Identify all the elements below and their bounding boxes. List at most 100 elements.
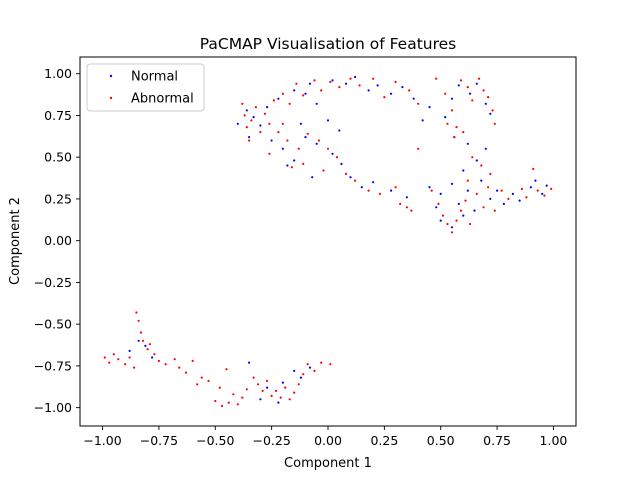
- data-point-normal: [466, 142, 469, 145]
- data-point-normal: [340, 162, 343, 165]
- data-point-abnormal: [302, 373, 305, 376]
- data-point-normal: [502, 202, 505, 205]
- data-point-normal: [439, 219, 442, 222]
- data-point-abnormal: [471, 99, 474, 102]
- data-point-abnormal: [532, 167, 535, 170]
- data-point-abnormal: [417, 147, 420, 150]
- data-point-abnormal: [286, 139, 289, 142]
- data-point-normal: [529, 186, 533, 189]
- data-point-normal: [428, 106, 431, 109]
- data-point-abnormal: [281, 92, 284, 95]
- data-point-abnormal: [164, 363, 167, 366]
- data-point-abnormal: [437, 202, 440, 205]
- data-point-abnormal: [243, 114, 246, 117]
- data-point-abnormal: [482, 89, 485, 92]
- data-point-normal: [390, 189, 393, 192]
- data-point-abnormal: [478, 77, 481, 80]
- data-point-abnormal: [500, 189, 503, 192]
- data-point-abnormal: [252, 376, 255, 379]
- data-point-abnormal: [297, 147, 300, 150]
- data-point-abnormal: [487, 186, 490, 189]
- data-point-abnormal: [489, 172, 492, 175]
- data-point-normal: [248, 361, 251, 364]
- data-point-normal: [308, 366, 312, 369]
- x-tick-label: 1.00: [540, 433, 568, 448]
- data-point-normal: [489, 197, 492, 200]
- data-point-normal: [331, 152, 334, 155]
- data-point-normal: [299, 122, 302, 125]
- x-tick-label: −0.25: [252, 433, 290, 448]
- data-point-normal: [496, 189, 499, 192]
- data-point-normal: [266, 386, 269, 389]
- data-point-abnormal: [103, 356, 106, 359]
- data-point-normal: [484, 147, 487, 150]
- data-point-abnormal: [268, 122, 271, 125]
- data-point-abnormal: [225, 368, 228, 371]
- data-point-abnormal: [133, 366, 136, 369]
- points-layer: [103, 75, 553, 408]
- data-point-abnormal: [261, 389, 264, 392]
- data-point-normal: [518, 199, 521, 202]
- data-point-abnormal: [459, 209, 463, 212]
- data-point-abnormal: [297, 383, 300, 386]
- x-tick-label: 0.50: [427, 433, 455, 448]
- legend-abnormal-marker: [109, 96, 113, 100]
- data-point-normal: [484, 102, 487, 105]
- data-point-normal: [367, 89, 370, 92]
- series-abnormal: [103, 77, 553, 408]
- x-tick-label: −0.50: [196, 433, 234, 448]
- data-point-abnormal: [241, 102, 244, 105]
- data-point-abnormal: [493, 122, 496, 125]
- data-point-abnormal: [441, 214, 445, 217]
- data-point-abnormal: [263, 112, 266, 115]
- data-point-normal: [304, 92, 307, 95]
- data-point-normal: [390, 92, 393, 95]
- data-point-normal: [245, 109, 248, 112]
- data-point-abnormal: [435, 77, 438, 80]
- data-point-normal: [277, 401, 280, 404]
- data-point-abnormal: [112, 353, 115, 356]
- data-point-abnormal: [459, 79, 463, 82]
- y-tick-label: −1.00: [34, 400, 72, 415]
- x-tick-label: 0.00: [314, 433, 342, 448]
- data-point-abnormal: [117, 358, 120, 361]
- data-point-normal: [457, 84, 460, 87]
- data-point-abnormal: [417, 102, 420, 105]
- data-point-abnormal: [335, 156, 339, 159]
- data-point-abnormal: [124, 363, 127, 366]
- data-point-abnormal: [281, 122, 284, 125]
- data-point-normal: [475, 82, 478, 85]
- data-point-normal: [308, 82, 312, 85]
- data-point-normal: [489, 112, 492, 115]
- data-point-normal: [439, 192, 442, 195]
- data-point-abnormal: [257, 383, 260, 386]
- data-point-abnormal: [507, 197, 510, 200]
- data-point-normal: [480, 179, 483, 182]
- data-point-normal: [259, 124, 262, 127]
- data-point-normal: [412, 97, 415, 100]
- data-point-abnormal: [383, 96, 386, 99]
- data-point-normal: [144, 344, 147, 347]
- data-point-abnormal: [462, 131, 465, 134]
- data-point-abnormal: [367, 189, 370, 192]
- data-point-abnormal: [543, 194, 546, 197]
- data-point-abnormal: [214, 399, 217, 403]
- data-point-abnormal: [399, 202, 402, 205]
- data-point-normal: [349, 176, 352, 179]
- data-point-normal: [360, 186, 363, 189]
- data-point-abnormal: [254, 106, 257, 109]
- data-point-abnormal: [487, 96, 490, 99]
- data-point-normal: [259, 398, 262, 401]
- x-tick-label: −0.75: [140, 433, 178, 448]
- data-point-abnormal: [108, 361, 111, 364]
- legend-abnormal-label: Abnormal: [131, 92, 194, 107]
- data-point-normal: [468, 92, 472, 95]
- data-point-normal: [338, 129, 341, 132]
- data-point-abnormal: [329, 363, 332, 366]
- data-point-normal: [534, 179, 537, 182]
- data-point-abnormal: [184, 371, 188, 374]
- data-point-abnormal: [354, 179, 357, 182]
- y-tick-label: 1.00: [44, 66, 72, 81]
- data-point-abnormal: [491, 109, 494, 112]
